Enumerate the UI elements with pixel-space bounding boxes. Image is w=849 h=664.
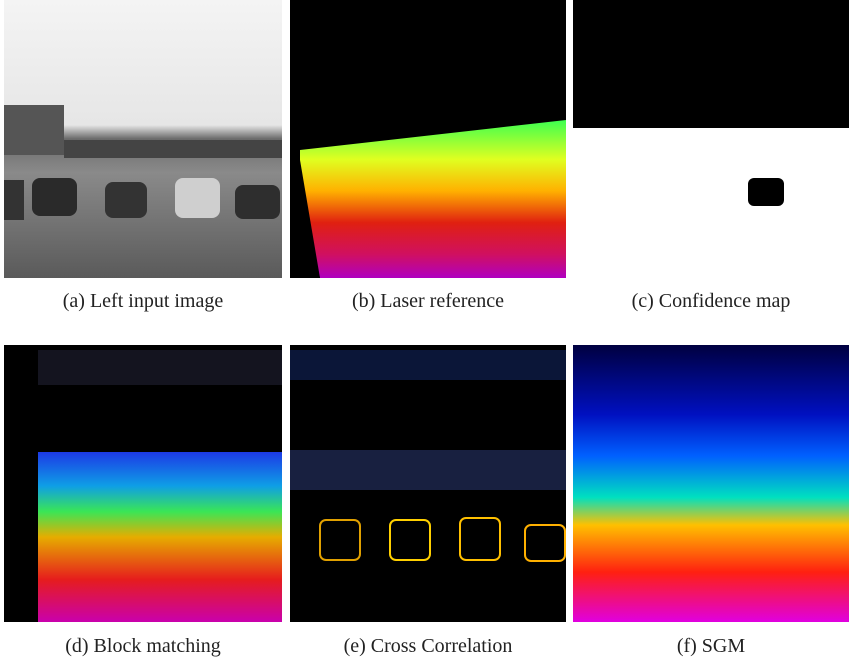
- figure: (a) Left input image (b) Laser reference…: [0, 0, 849, 664]
- page: (a) Left input image (b) Laser reference…: [0, 0, 849, 664]
- cross-correlation-image: [290, 345, 566, 622]
- caption: (e) Cross Correlation: [344, 635, 513, 657]
- caption: (b) Laser reference: [352, 290, 504, 312]
- caption: (c) Confidence map: [632, 290, 791, 312]
- laser-image: [290, 0, 566, 278]
- caption: (a) Left input image: [63, 290, 224, 312]
- block-matching-image: [4, 345, 282, 622]
- sgm-image: [573, 345, 849, 622]
- caption: (d) Block matching: [65, 635, 221, 657]
- input-image: [4, 0, 282, 278]
- caption: (f) SGM: [677, 635, 746, 657]
- confidence-image: [573, 0, 849, 278]
